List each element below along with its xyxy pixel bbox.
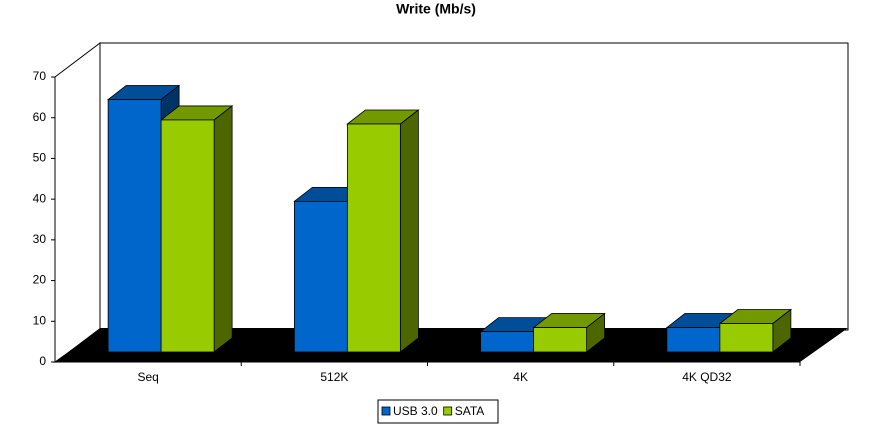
legend-label: SATA [455,404,485,418]
bar-front [107,99,162,353]
legend [377,399,499,424]
x-tick-label: 4K QD32 [682,370,732,384]
bar-front [666,327,721,353]
y-tick-label: 50 [33,151,47,165]
x-tick-label: Seq [137,370,158,384]
bar [346,109,420,353]
y-tick-label: 30 [33,232,47,246]
bar-front [293,200,348,353]
bar-front [346,123,401,353]
x-tick-label: 512K [320,370,348,384]
bar-front [160,119,215,353]
y-tick-label: 70 [33,69,47,83]
bar [718,308,793,353]
bar-side [399,109,419,353]
bar-front [480,331,535,353]
bar [159,105,234,353]
legend-swatch [443,406,453,416]
bar [532,312,606,353]
legend-label: USB 3.0 [393,404,438,418]
y-tick-label: 20 [33,273,47,287]
bar-front [719,323,774,353]
chart-title: Write (Mb/s) [396,1,476,17]
legend-swatch [381,406,391,416]
side-wall [54,41,101,363]
x-tick-label: 4K [513,370,528,384]
plot [106,84,793,353]
floor [55,328,848,362]
y-tick-label: 40 [33,191,47,205]
y-tick-label: 60 [33,110,47,124]
y-tick-label: 0 [39,354,46,368]
bar-side [213,105,233,353]
y-tick-label: 10 [33,313,47,327]
bar-front [533,327,588,353]
